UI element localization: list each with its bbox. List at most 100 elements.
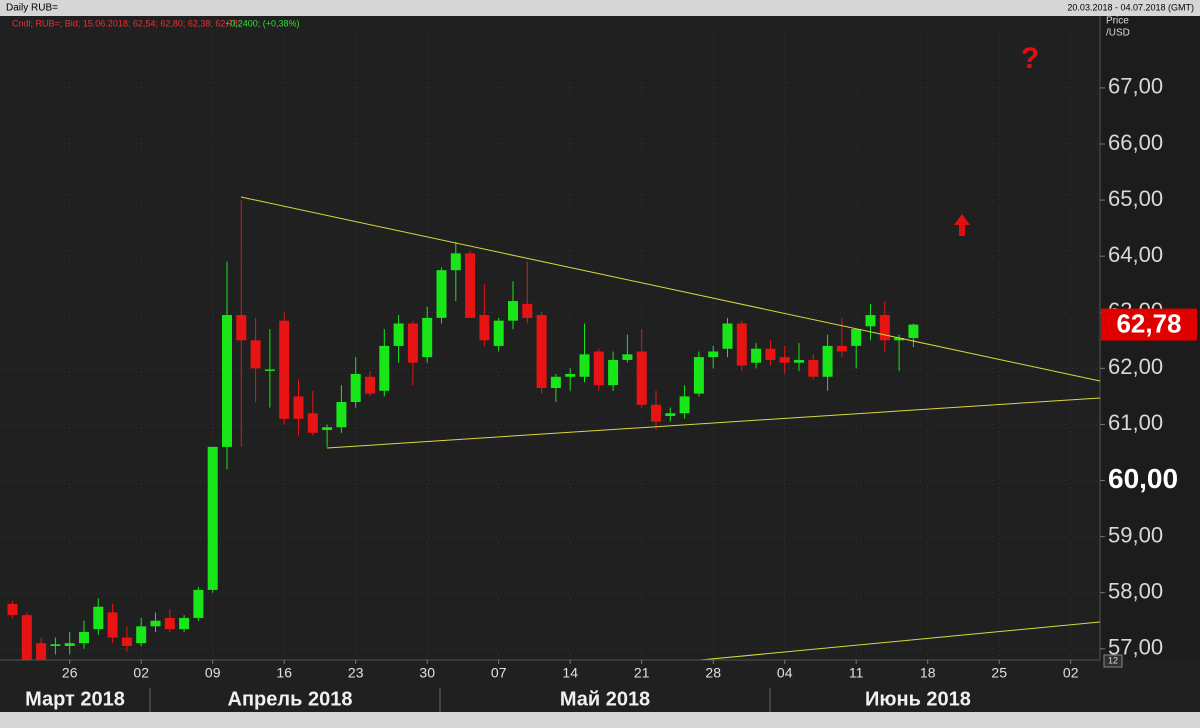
candle-body: [550, 376, 561, 388]
candle-body: [93, 606, 104, 630]
candle-body: [222, 315, 232, 447]
candle-body: [7, 603, 18, 616]
candle-body: [465, 253, 476, 318]
candle-body: [579, 354, 590, 377]
candle-body: [279, 320, 290, 419]
candle-body: [365, 376, 375, 394]
candle-body: [236, 315, 247, 341]
last-price-label: 62,78: [1116, 308, 1181, 338]
x-tick-label: 28: [705, 665, 721, 681]
x-tick-label: 11: [849, 665, 864, 681]
candle-body: [779, 357, 790, 363]
candle-body: [293, 396, 304, 419]
x-tick-label: 09: [205, 665, 221, 681]
month-label: Май 2018: [560, 688, 650, 710]
candle-body: [508, 301, 518, 321]
legend-change: +0,2400; (+0,38%): [225, 18, 300, 28]
candle-body: [679, 396, 690, 414]
candle-body: [64, 643, 75, 646]
candles: [7, 200, 919, 672]
candle-body: [894, 338, 905, 341]
candle-body: [50, 644, 61, 646]
arrow-up-icon: [954, 214, 970, 236]
y-tick-label: 64,00: [1108, 242, 1163, 267]
candle-body: [322, 427, 333, 431]
candle-body: [736, 323, 747, 366]
candle-body: [808, 359, 819, 377]
status-bar: [0, 712, 1200, 728]
candle-body: [665, 413, 676, 417]
x-tick-label: 25: [991, 665, 1007, 681]
date-range: 20.03.2018 - 04.07.2018 (GMT): [1067, 2, 1194, 12]
annotation: ?: [1021, 42, 1039, 75]
candle-body: [136, 626, 147, 644]
last-price-box: [1101, 308, 1197, 341]
trend-line: [240, 196, 1101, 382]
candle-body: [836, 345, 847, 352]
x-tick-label: 02: [1063, 665, 1079, 681]
legend-info: Cndl; RUB=; Bid; 15.06.2018; 62,54; 62,8…: [12, 18, 240, 28]
month-label: Март 2018: [25, 688, 125, 710]
title-bar: [0, 0, 1200, 16]
candle-body: [307, 413, 318, 433]
candle-body: [493, 320, 504, 346]
y-tick-label: 58,00: [1108, 579, 1163, 604]
candle-body: [608, 359, 619, 386]
x-tick-label: 30: [419, 665, 435, 681]
x-axis: 26 02 09 16 23 30 07 14 21 28 04 11 18 25 02: [62, 660, 1079, 681]
candle-body: [536, 315, 547, 388]
candle-body: [522, 303, 533, 318]
candle-body: [865, 315, 876, 327]
window-title: Daily RUB=: [6, 3, 58, 14]
y-tick-label: 65,00: [1108, 186, 1163, 211]
x-tick-label: 02: [133, 665, 149, 681]
y-tick-label: 62,00: [1108, 354, 1163, 379]
candle-body: [21, 615, 32, 663]
month-label: Июнь 2018: [865, 688, 971, 710]
candle-body: [593, 351, 604, 386]
candle-body: [107, 612, 118, 638]
candle-body: [36, 643, 47, 663]
candle-body: [422, 317, 433, 358]
y-tick-label: 66,00: [1108, 130, 1163, 155]
corner-label: 12: [1108, 655, 1118, 665]
candle-body: [350, 373, 361, 402]
candle-body: [250, 340, 261, 369]
candle-body: [79, 631, 89, 644]
y-tick-label: 61,00: [1108, 410, 1163, 435]
candle-body: [879, 315, 890, 341]
x-tick-label: 07: [491, 665, 507, 681]
x-tick-label: 23: [348, 665, 364, 681]
candle-body: [722, 323, 733, 349]
x-tick-label: 21: [634, 665, 650, 681]
x-tick-label: 26: [62, 665, 78, 681]
candle-body: [207, 446, 218, 590]
y-axis-unit: /USD: [1106, 28, 1130, 39]
y-tick-label: 57,00: [1108, 635, 1163, 660]
candle-body: [765, 348, 776, 360]
x-tick-label: 04: [777, 665, 793, 681]
candle-body: [164, 617, 175, 630]
candle-body: [264, 369, 275, 371]
candle-body: [622, 354, 633, 360]
candle-body: [336, 402, 347, 428]
x-axis-panel: [0, 660, 1200, 712]
candle-body: [193, 589, 204, 618]
month-label: Апрель 2018: [228, 688, 353, 710]
candle-body: [822, 345, 833, 377]
candle-body: [693, 357, 704, 394]
grid: [0, 35, 1100, 660]
candle-body: [636, 351, 647, 405]
candle-body: [150, 620, 161, 627]
x-tick-label: 18: [920, 665, 936, 681]
candle-body: [908, 324, 919, 339]
candle-body: [450, 253, 461, 271]
candle-body: [851, 329, 862, 346]
x-tick-label: 16: [276, 665, 292, 681]
candle-body: [794, 359, 804, 363]
candle-body: [708, 351, 719, 358]
candle-body: [651, 404, 661, 422]
y-tick-label: 60,00: [1108, 463, 1178, 494]
candle-body: [393, 323, 404, 346]
